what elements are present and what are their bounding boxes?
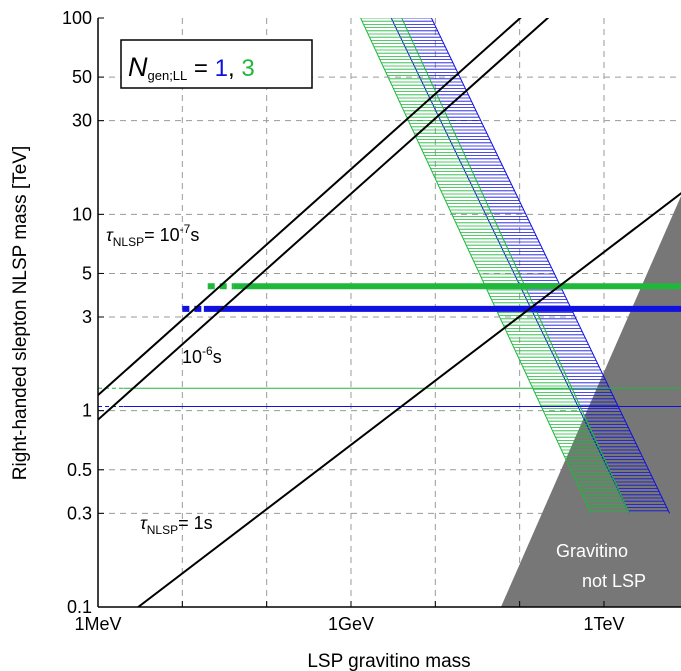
lifetime-line-tau-1e-6s <box>98 18 550 421</box>
lifetime-lines-layer <box>98 18 681 607</box>
tau-1s-label: τNLSP= 1s <box>140 513 213 537</box>
band-edge-left <box>360 18 592 514</box>
x-axis-label: LSP gravitino mass <box>307 651 470 671</box>
y-tick-label: 0.5 <box>67 460 92 480</box>
y-tick-label: 0.1 <box>67 597 92 617</box>
y-tick-label: 30 <box>72 111 92 131</box>
tick-labels: 0.1 0.3 0.5 1 3 5 10 30 50 100 1MeV 1GeV 1TeV <box>62 8 625 634</box>
legend: Ngen;LL = 1, 3 <box>120 39 313 89</box>
y-tick-label: 10 <box>72 204 92 224</box>
horizontal-lines-layer <box>98 283 681 408</box>
y-tick-label: 5 <box>82 263 92 283</box>
excluded-region-label-2: not LSP <box>582 571 646 591</box>
excluded-region-label-1: Gravitino <box>556 541 628 561</box>
y-tick-label: 50 <box>72 67 92 87</box>
plot-area <box>98 18 681 607</box>
lifetime-line-tau-1s <box>137 192 681 607</box>
x-tick-label: 1GeV <box>328 614 374 634</box>
y-tick-label: 1 <box>82 401 92 421</box>
tau-1e-7s-label: τNLSP= 10-7s <box>106 222 199 249</box>
band-edge-right <box>431 18 671 514</box>
y-tick-label: 0.3 <box>67 503 92 523</box>
band-1 <box>390 18 671 514</box>
axes <box>97 17 681 608</box>
x-tick-label: 1MeV <box>74 614 121 634</box>
tau-1e-6s-label: 10-6s <box>182 344 222 367</box>
y-tick-label: 3 <box>82 307 92 327</box>
band-edge-right <box>401 18 630 514</box>
y-axis-label: Right-handed slepton NLSP mass [TeV] <box>10 146 31 480</box>
x-tick-label: 1TeV <box>583 614 624 634</box>
legend-box <box>120 39 313 89</box>
y-tick-label: 100 <box>62 8 92 28</box>
lifetime-line-tau-1e-7s <box>98 18 522 396</box>
legend-label: Ngen;LL = 1, 3 <box>128 52 255 83</box>
bands-layer <box>360 18 671 514</box>
